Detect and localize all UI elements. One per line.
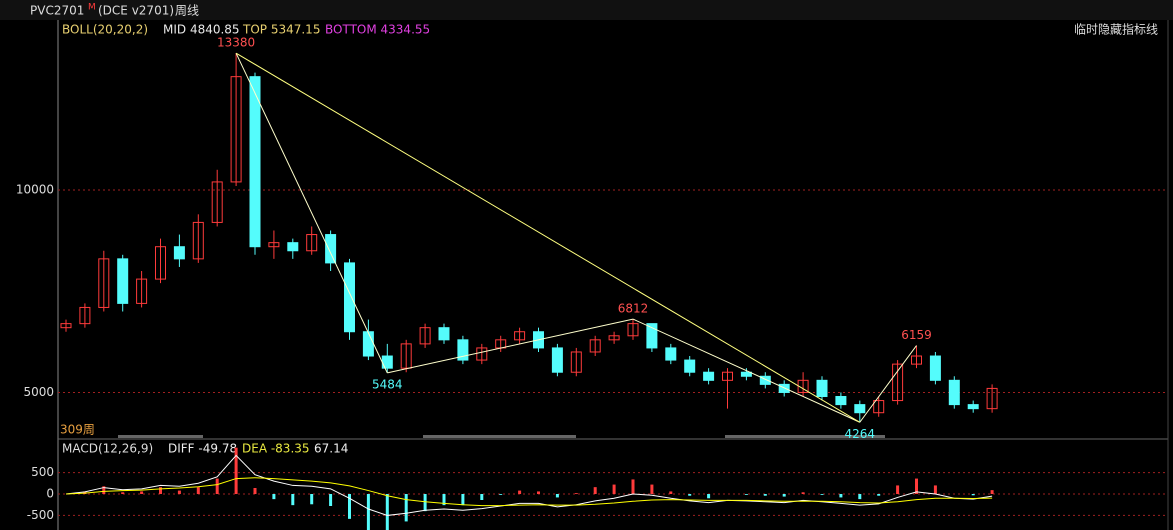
scrollbar[interactable] [118,435,203,438]
scrollbar[interactable] [725,435,885,438]
candle-body [155,246,166,280]
candle-body [684,359,696,373]
y-tick-label: 10000 [16,183,54,197]
candle-body [816,379,828,398]
candle-body [192,221,204,260]
candle-body [967,404,979,410]
candle-body [230,76,242,183]
y-tick-label: -500 [27,508,54,522]
candle-body [873,400,885,414]
peak-label: 6159 [901,328,932,342]
candle-body [419,327,431,345]
peak-label: 6812 [618,302,649,316]
boll-mid: MID 4840.85 [163,23,240,37]
scrollbar[interactable] [423,435,576,438]
peak-label: 5484 [372,377,403,391]
y-tick-label: 0 [46,487,54,501]
candle-body [703,371,715,381]
dea-label: DEA -83.35 [242,442,310,456]
candle-body [287,242,299,252]
candle-body [929,355,941,381]
candle-body [79,306,91,325]
candle-body [306,234,318,252]
candle-body [589,339,601,353]
y-tick-label: 5000 [23,385,54,399]
bar-count: 309周 [60,423,95,437]
candle-body [722,371,733,381]
candle-body [60,323,72,329]
candle-body [344,262,355,333]
candle-body [400,343,412,369]
trend-line [235,52,388,374]
candle-body [514,331,526,341]
symbol[interactable]: PVC2701 [30,4,84,18]
boll-bottom: BOTTOM 4334.55 [325,23,430,37]
symbol-mark: M [88,3,96,13]
candle-body [211,181,223,223]
candle-body [854,404,866,414]
candle-body [438,327,450,341]
candle-body [627,323,639,337]
candle-body [608,335,620,341]
candle-body [98,258,110,308]
trend-line [632,318,861,423]
peak-label: 13380 [217,36,255,50]
candle-body [268,242,280,248]
candle-body [948,379,960,406]
candle-body [173,246,185,260]
candle-body [136,278,148,304]
candle-body [797,379,809,393]
header-bar [0,0,1173,20]
candle-body [646,323,658,349]
candle-body [740,371,752,377]
candle-body [362,331,374,357]
diff-label: DIFF -49.78 [168,442,237,456]
candle-body [892,363,904,402]
candle-body [835,396,847,406]
candle-body [249,76,261,248]
candle-body [325,234,337,264]
candle-body [911,355,922,365]
candle-body [551,347,563,373]
boll-name[interactable]: BOLL(20,20,2) [62,23,148,37]
diff-line [65,454,993,516]
trend-line [859,345,917,423]
trend-line [235,52,861,423]
macd-label: 67.14 [314,442,348,456]
boll-top: TOP 5347.15 [242,23,320,37]
candle-body [759,375,771,385]
candle-body [665,347,677,361]
period[interactable]: 周线 [175,4,199,18]
candle-body [476,347,488,361]
dea-line [65,477,993,507]
candle-body [457,339,469,361]
y-tick-label: 500 [31,465,54,479]
trend-line [387,318,634,374]
exchange: (DCE v2701) [98,4,174,18]
candle-body [570,351,582,373]
candle-body [986,387,998,410]
hide-button[interactable]: 临时隐藏指标线 [1074,22,1158,37]
macd-name[interactable]: MACD(12,26,9) [62,442,153,456]
peak-label: 4264 [845,427,876,441]
candle-body [117,258,129,304]
